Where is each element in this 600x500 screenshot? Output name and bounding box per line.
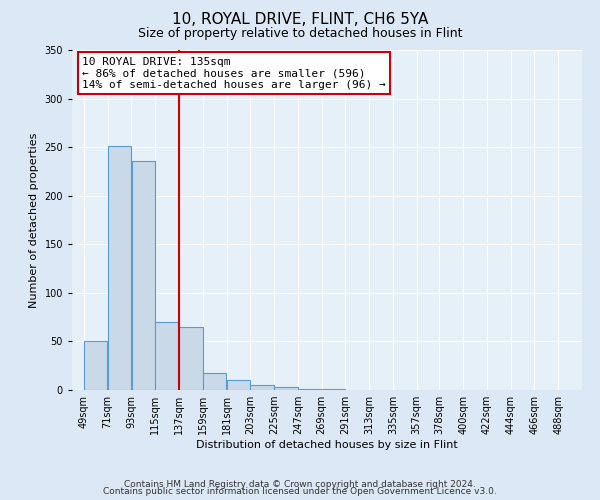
Bar xyxy=(131,160,155,390)
Text: 10, ROYAL DRIVE, FLINT, CH6 5YA: 10, ROYAL DRIVE, FLINT, CH6 5YA xyxy=(172,12,428,28)
Bar xyxy=(322,389,345,390)
Y-axis label: Number of detached properties: Number of detached properties xyxy=(29,132,39,308)
Text: Contains public sector information licensed under the Open Government Licence v3: Contains public sector information licen… xyxy=(103,487,497,496)
Text: Contains HM Land Registry data © Crown copyright and database right 2024.: Contains HM Land Registry data © Crown c… xyxy=(124,480,476,489)
Bar xyxy=(84,342,107,390)
Bar xyxy=(298,389,322,390)
Bar xyxy=(108,146,131,390)
X-axis label: Distribution of detached houses by size in Flint: Distribution of detached houses by size … xyxy=(196,440,458,450)
Bar xyxy=(203,372,226,390)
Bar xyxy=(250,385,274,390)
Bar xyxy=(274,387,298,390)
Bar xyxy=(179,327,203,390)
Bar xyxy=(227,380,250,390)
Text: Size of property relative to detached houses in Flint: Size of property relative to detached ho… xyxy=(138,28,462,40)
Text: 10 ROYAL DRIVE: 135sqm
← 86% of detached houses are smaller (596)
14% of semi-de: 10 ROYAL DRIVE: 135sqm ← 86% of detached… xyxy=(82,57,386,90)
Bar xyxy=(155,322,179,390)
